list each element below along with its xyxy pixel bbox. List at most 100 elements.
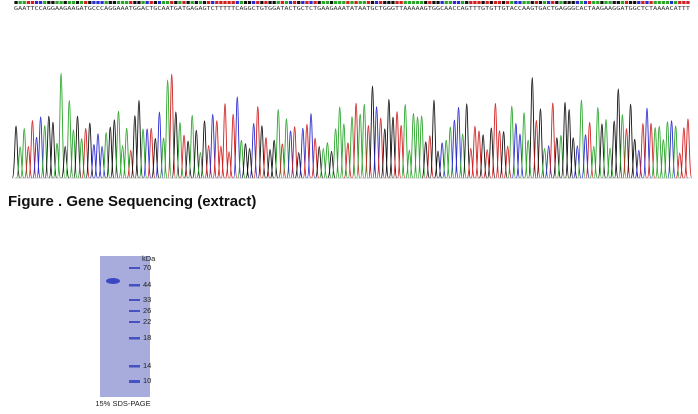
quality-bar <box>125 1 129 4</box>
peak <box>675 152 684 179</box>
quality-bar <box>252 1 256 4</box>
quality-bar <box>276 1 280 4</box>
quality-bar <box>264 1 268 4</box>
quality-bar <box>448 1 452 4</box>
peak <box>97 145 107 179</box>
quality-bar <box>309 1 313 4</box>
quality-bar <box>510 1 514 4</box>
quality-bar <box>444 1 448 4</box>
marker-band <box>129 380 140 383</box>
peak <box>233 96 242 179</box>
peak <box>327 150 336 179</box>
figure-caption: Figure . Gene Sequencing (extract) <box>8 193 256 210</box>
quality-bar <box>424 1 428 4</box>
peak <box>503 145 512 179</box>
quality-bar <box>669 1 674 4</box>
quality-bar <box>604 1 608 4</box>
quality-bar <box>67 1 71 4</box>
quality-bar <box>420 1 424 4</box>
peak <box>118 145 127 179</box>
peak <box>405 149 414 179</box>
peak <box>679 127 688 179</box>
quality-bar <box>30 1 35 4</box>
peak <box>126 149 135 179</box>
peak <box>577 99 586 179</box>
marker-label: 33 <box>143 295 151 304</box>
quality-bar <box>231 1 235 4</box>
quality-bar <box>366 1 371 4</box>
quality-bar <box>649 1 653 4</box>
quality-bar <box>358 1 362 4</box>
peak <box>11 125 21 179</box>
peak <box>683 118 693 179</box>
marker-band <box>129 284 140 287</box>
peak <box>331 128 340 179</box>
peak <box>581 134 590 179</box>
quality-bar <box>489 1 493 4</box>
quality-bar <box>555 1 559 4</box>
quality-bar <box>280 1 284 4</box>
peak <box>122 127 131 179</box>
peak <box>52 142 62 179</box>
quality-bar <box>206 1 211 4</box>
peak <box>421 141 430 179</box>
marker-label: 22 <box>143 317 151 326</box>
quality-bar <box>202 1 207 4</box>
quality-bar <box>616 1 620 4</box>
quality-bar <box>534 1 539 4</box>
peak <box>401 104 410 179</box>
quality-bar <box>284 1 289 4</box>
gel-image: kDa 70 44 33 26 22 18 14 10 15% SDS-PAGE <box>95 254 156 408</box>
quality-bar <box>374 1 379 4</box>
peak <box>229 113 238 179</box>
quality-bar <box>55 1 59 4</box>
peak <box>548 102 557 179</box>
quality-bar <box>14 1 18 4</box>
peak <box>442 139 451 179</box>
marker-label: 44 <box>143 280 151 289</box>
peak <box>626 103 635 179</box>
quality-bar <box>342 1 346 4</box>
peak <box>659 139 668 179</box>
quality-bar <box>51 1 55 4</box>
quality-bar <box>350 1 354 4</box>
peak <box>536 108 545 179</box>
quality-bar <box>596 1 600 4</box>
peak <box>429 99 439 179</box>
quality-bar <box>79 1 84 4</box>
quality-bar <box>100 1 104 4</box>
peak <box>61 145 70 179</box>
peak <box>634 149 643 179</box>
quality-bar <box>407 1 411 4</box>
peak <box>216 145 226 179</box>
peak <box>249 123 258 179</box>
peak <box>466 147 475 179</box>
quality-bar <box>293 1 297 4</box>
quality-bar <box>571 1 575 4</box>
quality-bar <box>88 1 92 4</box>
peak <box>270 139 279 179</box>
quality-bar <box>547 1 551 4</box>
quality-bar <box>592 1 596 4</box>
marker-band <box>129 321 140 323</box>
quality-bar <box>538 1 543 4</box>
quality-bar <box>120 1 125 4</box>
peak <box>347 116 357 179</box>
quality-bar <box>174 1 178 4</box>
quality-bar <box>260 1 264 4</box>
quality-bar <box>157 1 162 4</box>
quality-bar <box>104 1 108 4</box>
quality-bar <box>460 1 465 4</box>
marker-band <box>129 365 140 368</box>
peak <box>515 133 525 179</box>
quality-bar <box>518 1 522 4</box>
quality-bar <box>370 1 375 4</box>
gel-caption: 15% SDS-PAGE <box>95 399 150 408</box>
marker-band <box>129 310 140 312</box>
quality-bar <box>415 1 420 4</box>
peak <box>446 126 455 179</box>
quality-bar <box>686 1 690 4</box>
quality-bars <box>14 1 690 4</box>
quality-bar <box>542 1 547 4</box>
